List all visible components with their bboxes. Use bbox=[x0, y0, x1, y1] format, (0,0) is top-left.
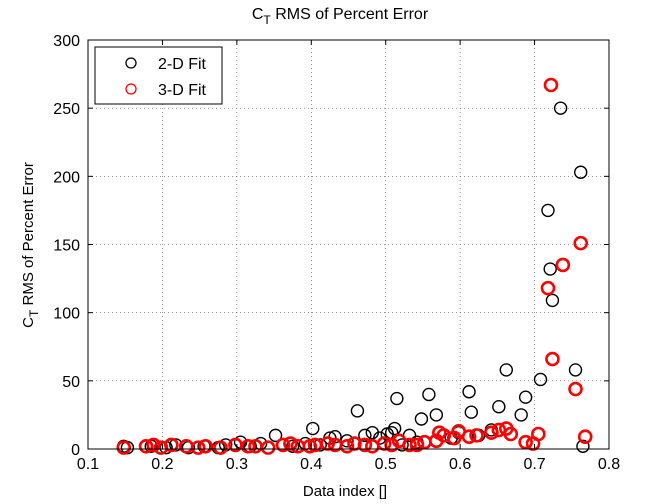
ticks: 0.1 0.2 0.3 0.4 0.5 0.6 0.7 0.8 0 50 100 150 200 250 3… bbox=[53, 33, 620, 473]
data-point bbox=[116, 440, 132, 455]
data-point bbox=[576, 439, 590, 453]
data-point bbox=[387, 421, 402, 436]
data-point bbox=[313, 438, 327, 452]
x-tick-label: 0.2 bbox=[151, 456, 173, 473]
data-point bbox=[541, 203, 555, 218]
series-2 bbox=[116, 77, 593, 455]
data-point bbox=[409, 437, 425, 453]
series-layer bbox=[116, 77, 593, 455]
data-point bbox=[414, 412, 429, 426]
data-point bbox=[543, 77, 559, 93]
data-point bbox=[390, 391, 404, 406]
data-point bbox=[213, 440, 228, 455]
data-point bbox=[320, 436, 335, 451]
x-tick-label: 0.8 bbox=[598, 456, 620, 473]
data-point bbox=[518, 390, 533, 404]
data-point bbox=[357, 437, 373, 453]
data-point bbox=[461, 429, 477, 445]
x-tick-label: 0.7 bbox=[523, 456, 545, 473]
data-point bbox=[499, 363, 513, 377]
x-tick-label: 0.6 bbox=[449, 456, 471, 473]
x-tick-label: 0.3 bbox=[226, 456, 248, 473]
data-point bbox=[268, 428, 283, 443]
data-point bbox=[402, 437, 417, 453]
data-point bbox=[492, 400, 506, 414]
data-point bbox=[533, 372, 548, 387]
data-point bbox=[573, 235, 589, 251]
data-point bbox=[540, 280, 556, 296]
data-point bbox=[543, 262, 557, 276]
data-point bbox=[545, 351, 560, 367]
data-point bbox=[283, 436, 298, 451]
y-tick-label: 200 bbox=[53, 169, 80, 186]
data-point bbox=[503, 426, 519, 442]
data-point bbox=[306, 421, 320, 436]
data-point bbox=[376, 436, 392, 451]
legend-label-2d-fit: 2-D Fit bbox=[158, 56, 207, 73]
plot-area: 0.1 0.2 0.3 0.4 0.5 0.6 0.7 0.8 0 50 100 150 200 250 3… bbox=[53, 33, 620, 473]
x-tick-label: 0.5 bbox=[375, 456, 397, 473]
data-point bbox=[350, 404, 365, 418]
x-tick-label: 0.1 bbox=[77, 456, 99, 473]
y-tick-label: 0 bbox=[71, 442, 80, 459]
data-point bbox=[469, 428, 484, 443]
legend-label-3d-fit: 3-D Fit bbox=[158, 82, 207, 99]
data-point bbox=[164, 437, 179, 453]
legend-marker-3d-fit bbox=[125, 83, 137, 95]
data-point bbox=[260, 440, 276, 455]
data-point bbox=[190, 440, 206, 455]
data-point bbox=[358, 428, 372, 443]
y-tick-label: 50 bbox=[62, 374, 80, 391]
legend-marker-2d-fit bbox=[125, 57, 137, 69]
data-point bbox=[339, 438, 355, 454]
data-point bbox=[555, 257, 571, 273]
x-tick-label: 0.4 bbox=[300, 456, 322, 473]
data-point bbox=[574, 165, 588, 179]
data-point bbox=[514, 408, 528, 422]
data-point bbox=[285, 439, 300, 453]
legend: 2-D Fit 3-D Fit bbox=[94, 46, 223, 105]
y-tick-label: 150 bbox=[53, 238, 80, 255]
data-point bbox=[198, 438, 213, 454]
data-point bbox=[518, 434, 533, 450]
legend-box bbox=[94, 46, 223, 105]
y-tick-label: 250 bbox=[53, 101, 80, 118]
data-point bbox=[422, 387, 436, 402]
data-point bbox=[484, 425, 499, 440]
data-point bbox=[429, 408, 444, 422]
x-axis-label: Data index [] bbox=[303, 483, 387, 500]
data-point bbox=[138, 438, 154, 454]
y-tick-label: 300 bbox=[53, 33, 80, 50]
grid bbox=[88, 40, 609, 449]
data-point bbox=[169, 438, 183, 452]
data-point bbox=[275, 437, 291, 453]
data-point bbox=[462, 385, 476, 399]
data-point bbox=[530, 426, 546, 442]
data-point bbox=[553, 101, 568, 115]
data-point bbox=[577, 429, 593, 445]
data-point bbox=[464, 405, 479, 419]
chart-title: CT RMS of Percent Error bbox=[252, 6, 429, 27]
data-point bbox=[146, 437, 161, 453]
y-tick-label: 100 bbox=[53, 306, 80, 323]
data-point bbox=[347, 436, 362, 451]
y-axis-label: CT RMS of Percent Error bbox=[20, 162, 41, 328]
data-point bbox=[240, 438, 256, 454]
data-point bbox=[568, 363, 583, 377]
data-point bbox=[568, 381, 583, 397]
data-point bbox=[545, 293, 560, 308]
